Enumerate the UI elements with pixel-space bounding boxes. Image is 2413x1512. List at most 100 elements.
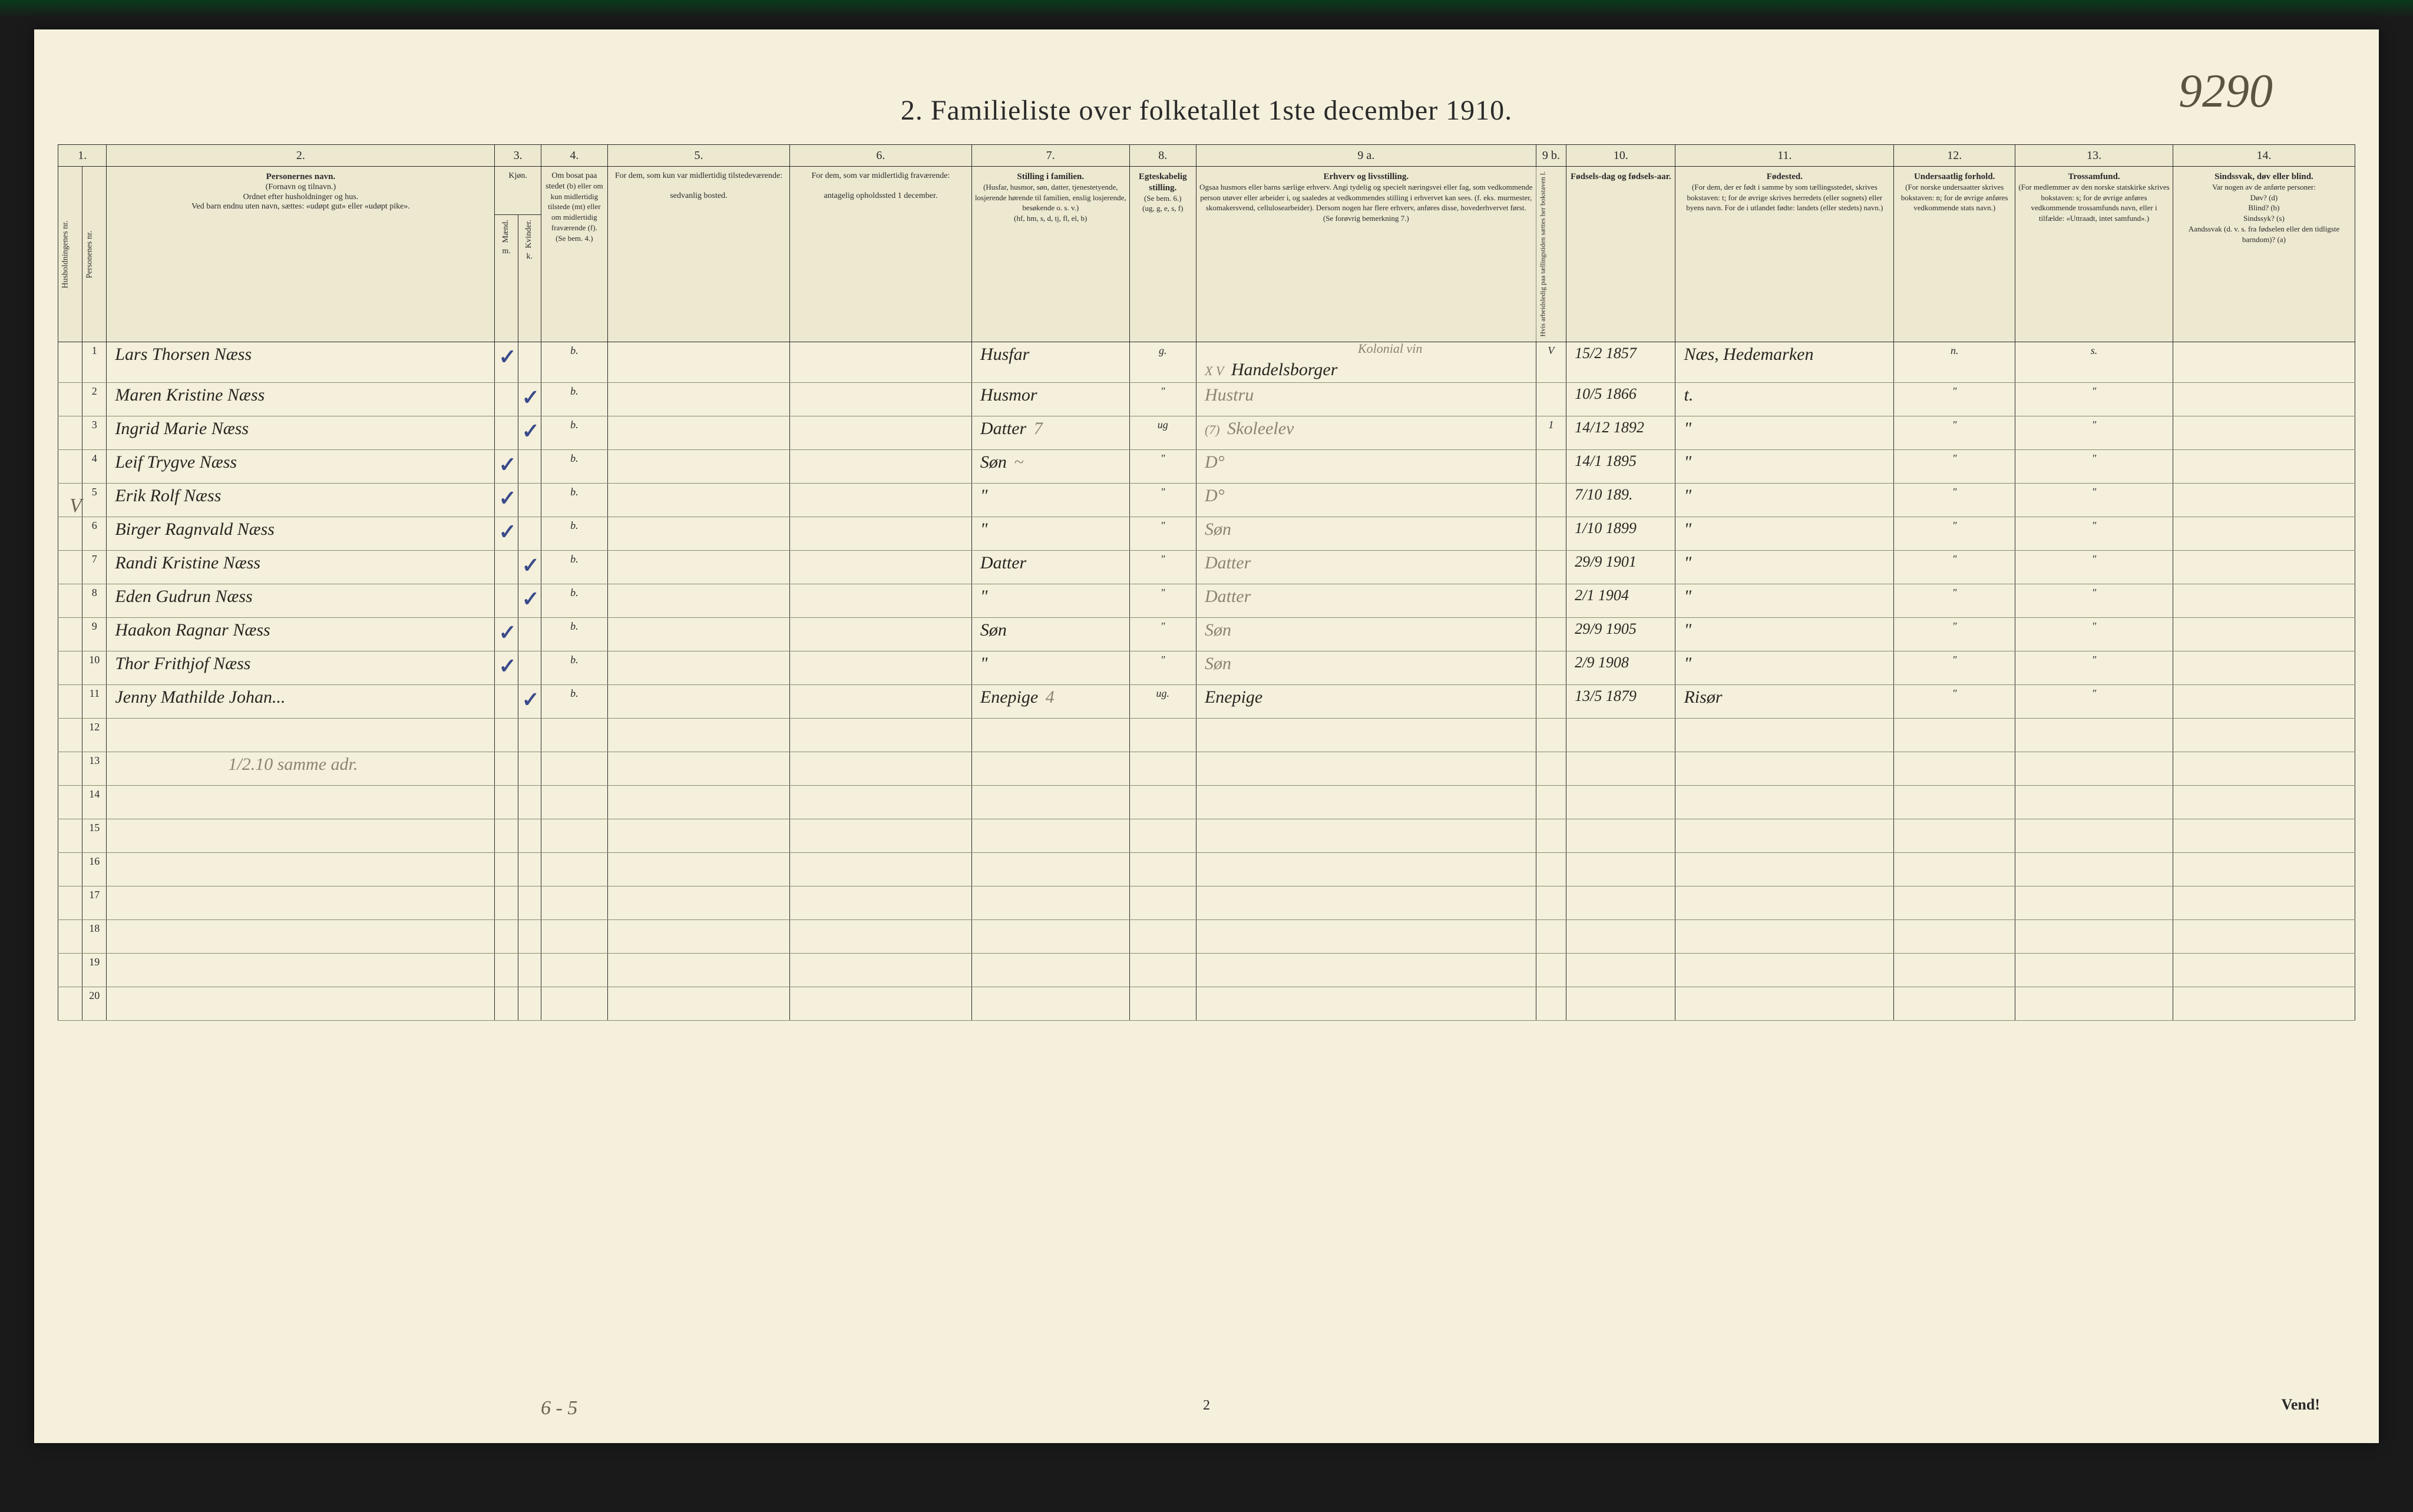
family-position-cell: Søn ~ [971,449,1129,483]
nationality-cell: " [1894,416,2015,449]
residence-status-cell: b. [541,617,607,651]
occupation-cell [1196,919,1536,953]
header-c9a-title: Erhverv og livsstilling. [1323,172,1409,181]
nationality-cell [1894,919,2015,953]
temp-absent-cell [789,550,971,584]
temp-present-cell [608,886,790,919]
disability-cell [2173,718,2355,752]
header-c13-title: Trossamfund. [2068,172,2120,181]
name-cell: Randi Kristine Næss [107,550,495,584]
header-c14-sub: Var nogen av de anførte personer: Døv? (… [2189,183,2340,244]
birthdate-cell: 1/10 1899 [1566,517,1675,550]
disability-cell [2173,684,2355,718]
residence-status-cell: b. [541,483,607,517]
table-row: 11Jenny Mathilde Johan...✓b.Enepige 4ug.… [58,684,2355,718]
religion-cell: " [2015,584,2173,617]
nationality-cell: " [1894,584,2015,617]
census-table: 1. 2. 3. 4. 5. 6. 7. 8. 9 a. 9 b. 10. 11… [58,144,2355,1021]
page-num-bottom: 2 [1203,1398,1210,1414]
temp-absent-cell [789,517,971,550]
temp-present-cell [608,953,790,987]
header-c6-sub: antagelig opholdssted 1 december. [824,191,938,200]
occupation-cell [1196,752,1536,785]
birthdate-cell [1566,919,1675,953]
header-c3-m: Mænd. m. [495,215,518,342]
family-position-cell [971,819,1129,852]
person-num-cell: 9 [82,617,107,651]
disability-cell [2173,550,2355,584]
female-cell [518,987,541,1020]
occupation-cell: Enepige [1196,684,1536,718]
temp-present-cell [608,785,790,819]
unemployed-cell [1536,852,1566,886]
household-num-cell [58,886,82,919]
birthdate-cell [1566,886,1675,919]
household-num-cell [58,449,82,483]
residence-status-cell [541,886,607,919]
temp-absent-cell [789,886,971,919]
household-num-cell [58,785,82,819]
male-cell [495,684,518,718]
marital-status-cell [1129,987,1196,1020]
nationality-cell [1894,953,2015,987]
male-cell [495,752,518,785]
person-num-cell: 4 [82,449,107,483]
header-c9b: Hvis arbeidsledig paa tællingstiden sætt… [1536,167,1566,342]
birthplace-cell: Næs, Hedemarken [1675,342,1894,382]
header-c1b: Personenes nr. [82,167,107,342]
temp-absent-cell [789,953,971,987]
unemployed-cell [1536,584,1566,617]
birthdate-cell: 29/9 1905 [1566,617,1675,651]
birthdate-cell: 2/9 1908 [1566,651,1675,684]
disability-cell [2173,819,2355,852]
female-cell [518,819,541,852]
col-num-7: 7. [971,145,1129,167]
marital-status-cell [1129,953,1196,987]
male-cell: ✓ [495,342,518,382]
temp-present-cell [608,852,790,886]
header-c10-title: Fødsels-dag og fødsels-aar. [1571,172,1671,181]
table-row: 2Maren Kristine Næss✓b.Husmor"Hustru10/5… [58,382,2355,416]
name-cell [107,987,495,1020]
header-c5: For dem, som kun var midlertidig tilsted… [608,167,790,342]
unemployed-cell: 1 [1536,416,1566,449]
religion-cell: " [2015,684,2173,718]
marital-status-cell: " [1129,651,1196,684]
header-c4: Om bosat paa stedet (b) eller om kun mid… [541,167,607,342]
temp-absent-cell [789,449,971,483]
household-num-cell [58,584,82,617]
col-num-3: 3. [495,145,541,167]
page-title: 2. Familieliste over folketallet 1ste de… [58,94,2355,127]
marital-status-cell: " [1129,483,1196,517]
religion-cell [2015,718,2173,752]
temp-present-cell [608,919,790,953]
male-cell [495,852,518,886]
household-num-cell [58,819,82,852]
header-c3-k-label: Kvinder. [524,220,534,249]
table-row: 17 [58,886,2355,919]
header-c7: Stilling i familien. (Husfar, husmor, sø… [971,167,1129,342]
family-position-cell: Husfar [971,342,1129,382]
header-c11-title: Fødested. [1767,172,1803,181]
header-c12: Undersaatlig forhold. (For norske unders… [1894,167,2015,342]
header-c2: Personernes navn. (Fornavn og tilnavn.) … [107,167,495,342]
marital-status-cell: " [1129,550,1196,584]
occupation-cell [1196,953,1536,987]
header-c3-m-sub: m. [502,247,510,256]
name-cell: Ingrid Marie Næss [107,416,495,449]
header-c7-title: Stilling i familien. [1017,172,1084,181]
disability-cell [2173,752,2355,785]
birthplace-cell: " [1675,550,1894,584]
person-num-cell: 2 [82,382,107,416]
female-cell [518,785,541,819]
person-num-cell: 19 [82,953,107,987]
disability-cell [2173,886,2355,919]
birthplace-cell: " [1675,617,1894,651]
temp-present-cell [608,550,790,584]
household-num-cell [58,342,82,382]
nationality-cell: " [1894,382,2015,416]
person-num-cell: 15 [82,819,107,852]
person-num-cell: 7 [82,550,107,584]
birthplace-cell: " [1675,416,1894,449]
temp-present-cell [608,517,790,550]
